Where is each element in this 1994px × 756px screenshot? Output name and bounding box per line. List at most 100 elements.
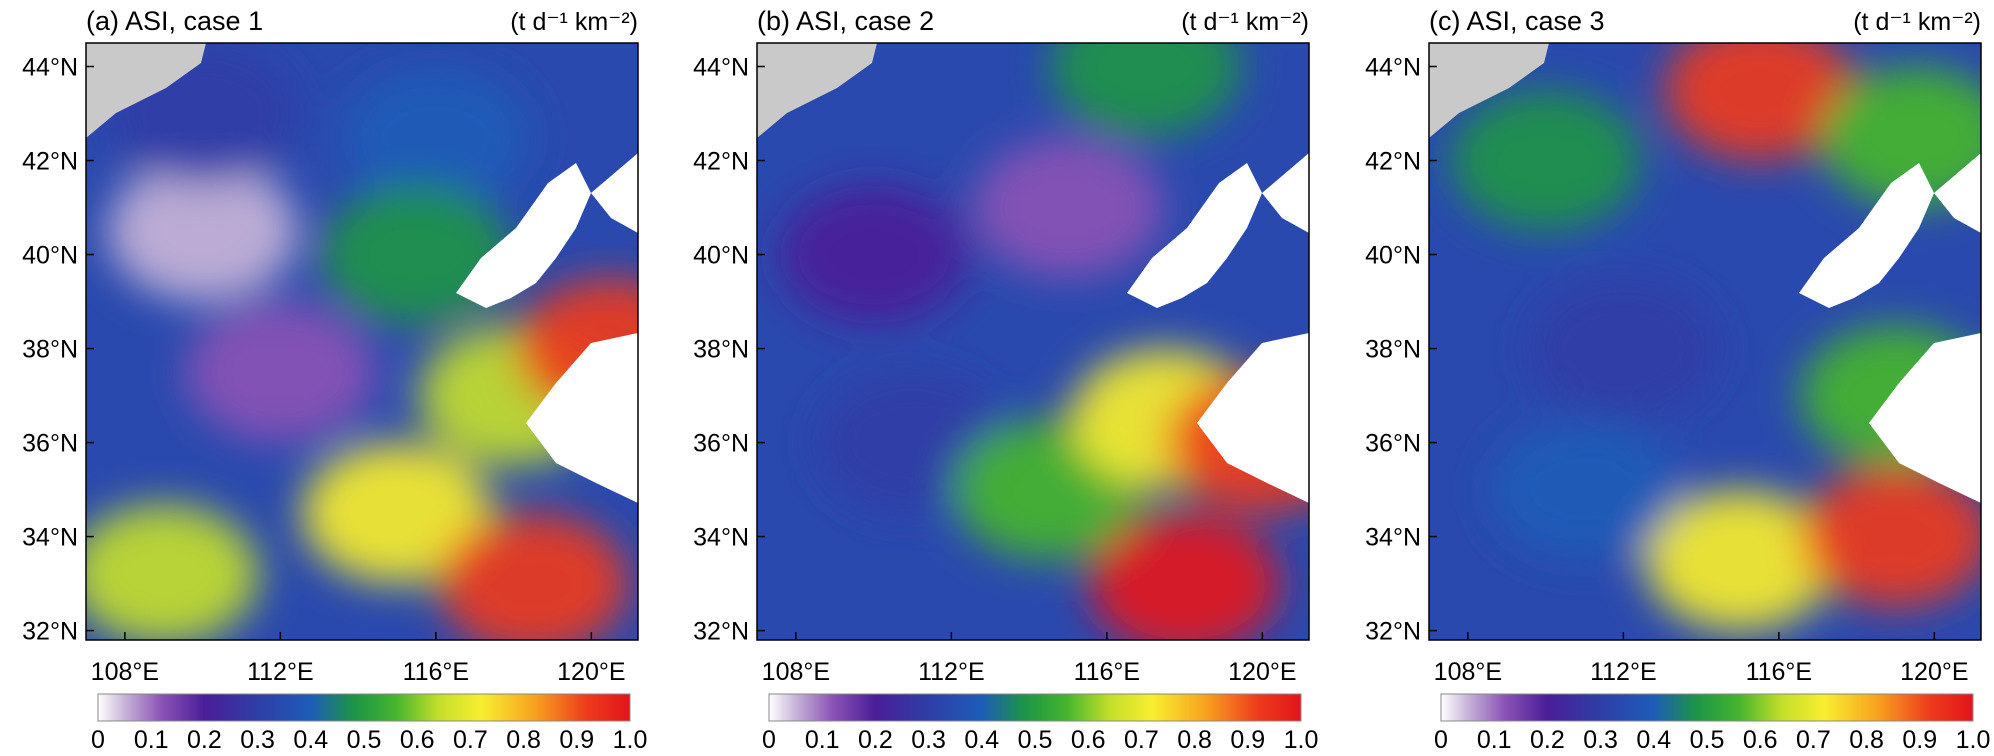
colorbar: [768, 693, 1302, 722]
y-tick-label: 34°N: [693, 524, 749, 552]
colorbar-tick-label: 0.9: [559, 726, 594, 754]
x-tick-label: 108°E: [762, 658, 830, 686]
bohai-sea: [1799, 163, 1934, 308]
colorbar-tick-label: 0.6: [400, 726, 435, 754]
panel-1: (a) ASI, case 1 (t d⁻¹ km⁻²) 32°N 34°N 36°N 3…: [22, 6, 648, 754]
colorbar-tick-label: 0.4: [293, 726, 328, 754]
colorbar-tick-label: 0.6: [1743, 726, 1778, 754]
y-tick-label: 36°N: [22, 430, 78, 458]
field-blob: [438, 513, 629, 640]
colorbar-tick-label: 0.3: [1583, 726, 1618, 754]
x-tick-label: 112°E: [247, 658, 314, 686]
colorbar-tick-label: 0.3: [911, 726, 946, 754]
colorbar-tick-label: 0: [762, 726, 776, 754]
field-blob: [1050, 43, 1241, 137]
colorbar: [97, 693, 631, 722]
colorbar-tick-label: 1.0: [1956, 726, 1991, 754]
x-tick-label: 116°E: [1746, 658, 1813, 686]
field-blob: [1664, 43, 1855, 160]
y-tick-label: 34°N: [22, 524, 78, 552]
colorbar-tick-label: 0.7: [1124, 726, 1159, 754]
colorbar-tick-label: 0.1: [134, 726, 169, 754]
field-blob: [107, 161, 298, 302]
panel-units: (t d⁻¹ km⁻²): [1853, 8, 1981, 36]
colorbar-tick-label: 0.9: [1230, 726, 1265, 754]
y-tick-label: 38°N: [693, 336, 749, 364]
colorbar-tick-label: 0.4: [964, 726, 999, 754]
grey-land-region: [86, 43, 206, 138]
y-tick-label: 42°N: [1365, 148, 1421, 176]
x-tick-label: 112°E: [918, 658, 985, 686]
colorbar-tick-label: 0.7: [1796, 726, 1831, 754]
field-blob: [340, 67, 531, 208]
colorbar: [1440, 693, 1974, 722]
colorbar-tick-label: 0.2: [187, 726, 222, 754]
colorbar-tick-label: 0.3: [240, 726, 275, 754]
korea-bay: [1262, 153, 1309, 233]
panel-3: (c) ASI, case 3 (t d⁻¹ km⁻²) 32°N 34°N 36°N 3…: [1365, 6, 1991, 754]
x-tick-label: 116°E: [403, 658, 470, 686]
panel-title: (a) ASI, case 1: [86, 6, 263, 36]
colorbar-tick-label: 0: [1434, 726, 1448, 754]
colorbar-tick-label: 0.2: [858, 726, 893, 754]
colorbar-tick-label: 0.9: [1902, 726, 1937, 754]
korea-bay: [591, 153, 638, 233]
colorbar-tick-label: 0.7: [453, 726, 488, 754]
yellow-sea: [1197, 333, 1309, 503]
y-tick-label: 36°N: [1365, 430, 1421, 458]
y-tick-label: 36°N: [693, 430, 749, 458]
x-tick-label: 112°E: [1590, 658, 1657, 686]
field-blob: [1089, 513, 1280, 640]
y-tick-label: 40°N: [22, 242, 78, 270]
plot-frame: [756, 42, 1310, 641]
field-blob: [1528, 278, 1719, 419]
colorbar-tick-label: 0.4: [1636, 726, 1671, 754]
asi-field: [1429, 43, 1981, 640]
y-tick-label: 42°N: [693, 148, 749, 176]
plot-frame: [1428, 42, 1982, 641]
field-blob: [1800, 466, 1981, 607]
field-blob: [1450, 90, 1641, 231]
y-tick-label: 38°N: [22, 336, 78, 364]
colorbar-tick-label: 0.8: [506, 726, 541, 754]
field-blob: [86, 504, 259, 640]
colorbar-tick-label: 0.5: [1690, 726, 1725, 754]
colorbar-tick-label: 0: [91, 726, 105, 754]
field-blob: [972, 137, 1163, 278]
grey-land-region: [1429, 43, 1549, 138]
colorbar-tick-label: 0.1: [1477, 726, 1512, 754]
colorbar-tick-label: 0.5: [1018, 726, 1053, 754]
y-tick-label: 32°N: [22, 618, 78, 646]
field-blob: [778, 184, 969, 325]
x-tick-label: 108°E: [91, 658, 159, 686]
colorbar-tick-label: 0.8: [1849, 726, 1884, 754]
colorbar-tick-label: 0.2: [1530, 726, 1565, 754]
x-tick-label: 120°E: [1228, 658, 1296, 686]
bohai-sea: [1127, 163, 1262, 308]
x-tick-label: 108°E: [1434, 658, 1502, 686]
yellow-sea: [526, 333, 638, 503]
panel-units: (t d⁻¹ km⁻²): [1181, 8, 1309, 36]
field-blob: [1489, 419, 1680, 560]
bohai-sea: [456, 163, 591, 308]
asi-field: [757, 43, 1309, 640]
colorbar-tick-label: 1.0: [1284, 726, 1319, 754]
asi-field: [86, 43, 638, 640]
y-tick-label: 38°N: [1365, 336, 1421, 364]
grey-land-region: [757, 43, 877, 138]
y-tick-label: 34°N: [1365, 524, 1421, 552]
panel-title: (c) ASI, case 3: [1429, 6, 1605, 36]
field-blob: [1644, 490, 1835, 631]
y-tick-label: 32°N: [693, 618, 749, 646]
colorbar-tick-label: 0.8: [1177, 726, 1212, 754]
field-blob: [185, 302, 376, 443]
colorbar-tick-label: 0.1: [805, 726, 840, 754]
x-tick-label: 116°E: [1074, 658, 1141, 686]
y-tick-label: 44°N: [22, 54, 78, 82]
panel-2: (b) ASI, case 2 (t d⁻¹ km⁻²) 32°N 34°N 36°N 3…: [693, 6, 1319, 754]
y-tick-label: 40°N: [693, 242, 749, 270]
colorbar-tick-label: 1.0: [613, 726, 648, 754]
x-tick-label: 120°E: [1900, 658, 1968, 686]
panel-title: (b) ASI, case 2: [757, 6, 934, 36]
field-blob: [301, 443, 492, 584]
